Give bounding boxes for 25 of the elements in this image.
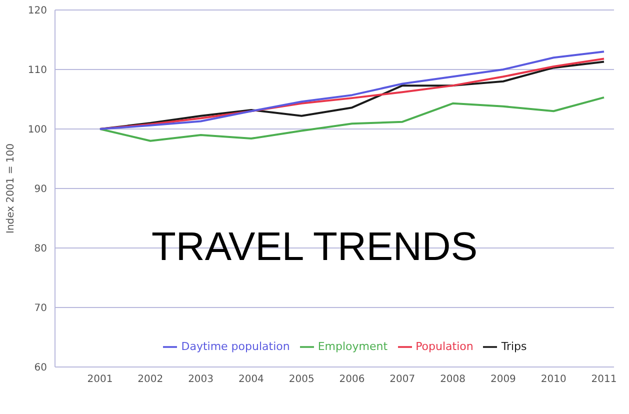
legend-label: Trips <box>501 340 527 354</box>
x-tick-label: 2004 <box>238 374 264 386</box>
annotation: TRAVEL TRENDS <box>152 225 478 269</box>
x-tick-label: 2001 <box>87 374 113 386</box>
x-tick-label: 2010 <box>540 374 566 386</box>
y-tick-label: 90 <box>34 184 47 196</box>
legend-label: Daytime population <box>181 340 290 354</box>
y-tick-label: 70 <box>34 303 47 314</box>
x-tick-label: 2006 <box>339 374 365 386</box>
x-tick-label: 2007 <box>390 374 416 386</box>
legend-label: Employment <box>318 340 388 354</box>
y-tick-label: 110 <box>28 65 47 76</box>
legend-label: Population <box>416 340 474 354</box>
y-tick-label: 60 <box>34 362 47 374</box>
y-tick-label: 100 <box>28 124 47 136</box>
x-tick-label: 2003 <box>188 374 214 386</box>
line-series <box>99 96 605 142</box>
x-tick-label: 2009 <box>490 374 516 386</box>
x-tick-label: 2011 <box>591 374 617 386</box>
x-tick-label: 2008 <box>440 374 466 386</box>
x-tick-label: 2002 <box>138 374 164 386</box>
y-tick-label: 120 <box>28 6 47 17</box>
x-tick-label: 2005 <box>288 374 314 386</box>
y-axis-title: Index 2001 = 100 <box>6 144 17 234</box>
y-tick-label: 80 <box>34 244 47 255</box>
